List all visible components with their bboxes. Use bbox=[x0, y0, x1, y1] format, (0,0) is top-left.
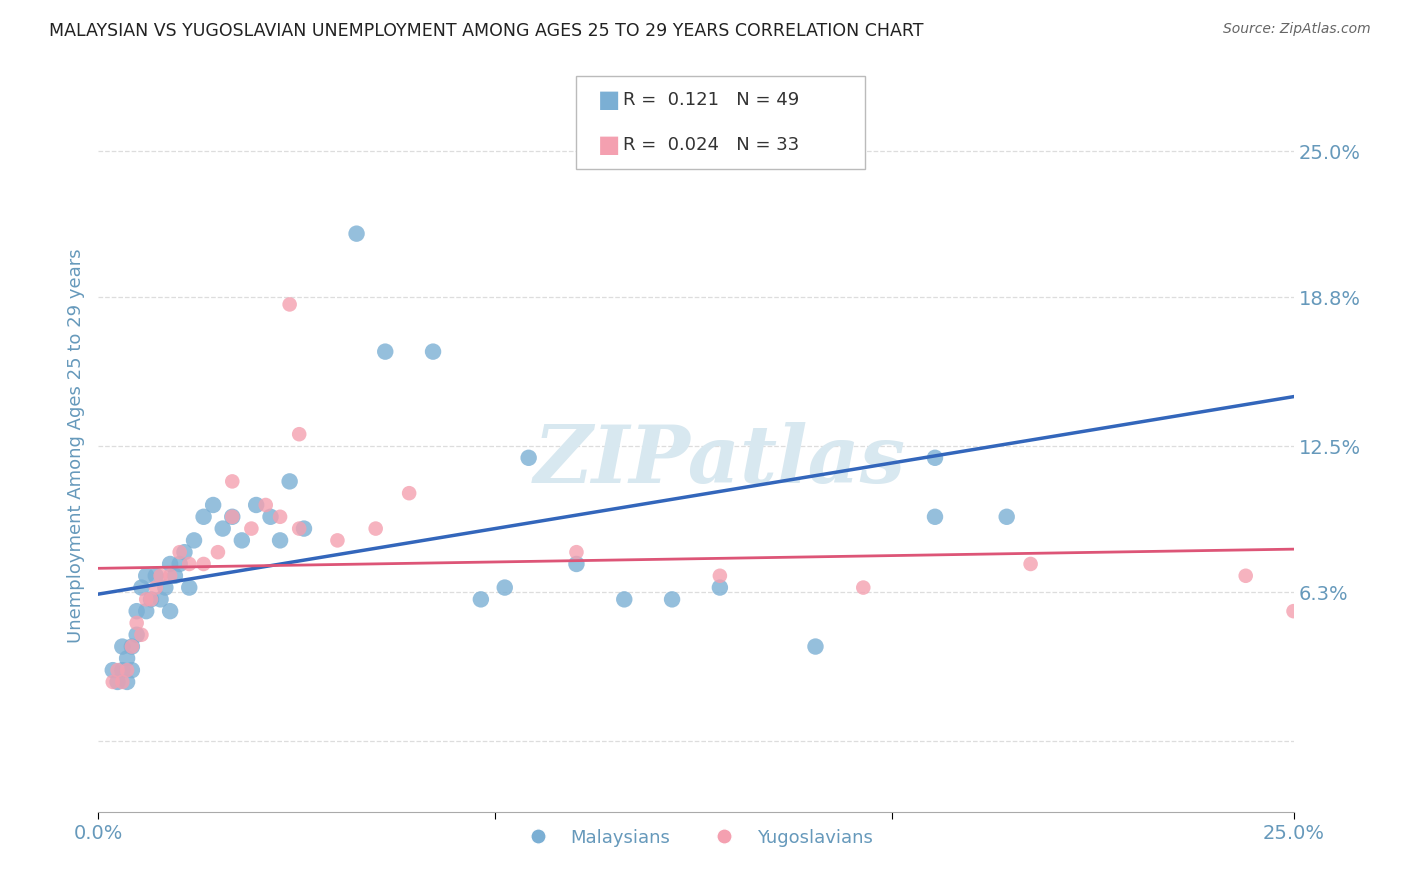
Point bbox=[374, 344, 396, 359]
Point bbox=[269, 533, 291, 548]
Point bbox=[470, 592, 492, 607]
Text: MALAYSIAN VS YUGOSLAVIAN UNEMPLOYMENT AMONG AGES 25 TO 29 YEARS CORRELATION CHAR: MALAYSIAN VS YUGOSLAVIAN UNEMPLOYMENT AM… bbox=[49, 22, 924, 40]
Point bbox=[149, 592, 172, 607]
Point bbox=[125, 628, 148, 642]
Point bbox=[288, 427, 311, 442]
Point bbox=[269, 509, 291, 524]
Point bbox=[661, 592, 683, 607]
Point bbox=[1282, 604, 1305, 618]
Point bbox=[1019, 557, 1042, 571]
Point bbox=[149, 568, 172, 582]
Point bbox=[115, 675, 138, 690]
Text: Source: ZipAtlas.com: Source: ZipAtlas.com bbox=[1223, 22, 1371, 37]
Point bbox=[1378, 227, 1400, 241]
Text: ■: ■ bbox=[598, 88, 620, 112]
Point bbox=[135, 568, 157, 582]
Point bbox=[709, 568, 731, 582]
Point bbox=[135, 592, 157, 607]
Point bbox=[155, 581, 177, 595]
Y-axis label: Unemployment Among Ages 25 to 29 years: Unemployment Among Ages 25 to 29 years bbox=[66, 249, 84, 643]
Point bbox=[125, 615, 148, 630]
Text: R =  0.024   N = 33: R = 0.024 N = 33 bbox=[623, 136, 799, 154]
Point bbox=[494, 581, 516, 595]
Point bbox=[565, 545, 588, 559]
Point bbox=[193, 557, 215, 571]
Point bbox=[101, 663, 124, 677]
Point bbox=[193, 509, 215, 524]
Point bbox=[145, 581, 167, 595]
Point bbox=[422, 344, 444, 359]
Point bbox=[101, 675, 124, 690]
Point bbox=[326, 533, 349, 548]
Point bbox=[278, 475, 301, 489]
Point bbox=[115, 663, 138, 677]
Point bbox=[565, 557, 588, 571]
Point bbox=[179, 557, 201, 571]
Point bbox=[145, 568, 167, 582]
Point bbox=[111, 640, 134, 654]
Point bbox=[221, 475, 243, 489]
Point bbox=[121, 640, 143, 654]
Text: R =  0.121   N = 49: R = 0.121 N = 49 bbox=[623, 91, 799, 109]
Legend: Malaysians, Yugoslavians: Malaysians, Yugoslavians bbox=[512, 822, 880, 854]
Point bbox=[613, 592, 636, 607]
Point bbox=[111, 663, 134, 677]
Point bbox=[131, 628, 153, 642]
Point bbox=[159, 557, 181, 571]
Point bbox=[111, 675, 134, 690]
Point bbox=[1234, 568, 1257, 582]
Point bbox=[107, 663, 129, 677]
Point bbox=[254, 498, 277, 512]
Point bbox=[121, 640, 143, 654]
Point bbox=[163, 568, 186, 582]
Point bbox=[221, 509, 243, 524]
Point bbox=[211, 522, 233, 536]
Point bbox=[139, 592, 162, 607]
Point bbox=[159, 568, 181, 582]
Point bbox=[288, 522, 311, 536]
Point bbox=[278, 297, 301, 311]
Point bbox=[169, 545, 191, 559]
Text: ■: ■ bbox=[598, 134, 620, 157]
Point bbox=[240, 522, 263, 536]
Point bbox=[179, 581, 201, 595]
Point bbox=[245, 498, 267, 512]
Point bbox=[398, 486, 420, 500]
Point bbox=[159, 604, 181, 618]
Point bbox=[135, 604, 157, 618]
Point bbox=[924, 509, 946, 524]
Point bbox=[173, 545, 195, 559]
Point bbox=[125, 604, 148, 618]
Point bbox=[709, 581, 731, 595]
Point bbox=[131, 581, 153, 595]
Point bbox=[107, 675, 129, 690]
Point bbox=[292, 522, 315, 536]
Point bbox=[364, 522, 387, 536]
Point bbox=[139, 592, 162, 607]
Point bbox=[259, 509, 281, 524]
Point bbox=[202, 498, 225, 512]
Point bbox=[169, 557, 191, 571]
Point bbox=[115, 651, 138, 665]
Point bbox=[231, 533, 253, 548]
Point bbox=[207, 545, 229, 559]
Point bbox=[804, 640, 827, 654]
Point bbox=[995, 509, 1018, 524]
Point bbox=[121, 663, 143, 677]
Point bbox=[183, 533, 205, 548]
Point bbox=[346, 227, 368, 241]
Point bbox=[924, 450, 946, 465]
Text: ZIPatlas: ZIPatlas bbox=[534, 422, 905, 500]
Point bbox=[221, 509, 243, 524]
Point bbox=[517, 450, 540, 465]
Point bbox=[852, 581, 875, 595]
